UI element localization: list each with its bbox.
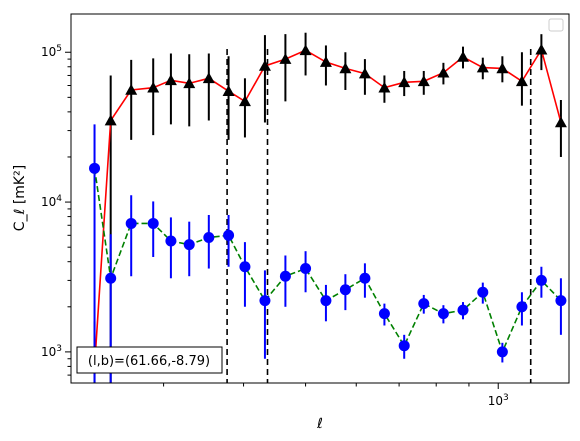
plot-frame — [70, 13, 570, 384]
series-0-marker-12 — [319, 56, 332, 67]
annotation-frame — [76, 346, 223, 374]
series-1-marker-4 — [165, 235, 177, 247]
legend — [548, 18, 564, 32]
series-1-marker-8 — [239, 261, 251, 273]
series-1-marker-7 — [223, 229, 235, 241]
series-1-marker-14 — [359, 272, 371, 284]
series-1 — [89, 124, 567, 383]
series-1-marker-5 — [183, 239, 195, 251]
series-0-marker-5 — [183, 77, 196, 89]
series-0-marker-11 — [299, 44, 312, 56]
series-1-marker-13 — [339, 284, 351, 296]
series-1-marker-23 — [535, 274, 547, 286]
series-0-marker-7 — [222, 85, 235, 96]
series-0-marker-24 — [554, 116, 567, 128]
y-tick-label-10000: 104 — [41, 194, 62, 209]
series-0-marker-19 — [457, 50, 470, 62]
series-1-marker-10 — [279, 270, 291, 282]
annotation-box: (l,b)=(61.66,-8.79) — [76, 346, 223, 374]
series-0-marker-20 — [476, 61, 489, 73]
series-0 — [88, 32, 567, 383]
annotation-text: (l,b)=(61.66,-8.79) — [88, 354, 210, 369]
series-1-marker-17 — [418, 298, 430, 310]
series-1-marker-11 — [300, 263, 312, 275]
series-0-marker-2 — [125, 83, 138, 95]
legend-box — [548, 18, 564, 32]
series-0-marker-16 — [398, 76, 411, 88]
series-1-marker-1 — [105, 272, 117, 284]
series-1-marker-21 — [496, 346, 508, 358]
series-1-marker-12 — [320, 295, 332, 307]
series-1-marker-0 — [89, 162, 101, 174]
series-1-marker-16 — [398, 340, 410, 352]
series-0-marker-6 — [202, 72, 215, 84]
y-axis-label: C_ℓ [mK²] — [12, 165, 28, 231]
series-0-marker-13 — [339, 62, 352, 74]
series-0-marker-22 — [515, 75, 528, 87]
series-0-marker-14 — [358, 67, 371, 79]
x-axis-label: ℓ — [316, 416, 323, 432]
series-1-marker-20 — [477, 286, 489, 298]
series-0-marker-18 — [437, 66, 450, 78]
series-0-marker-4 — [164, 74, 177, 86]
series-0-marker-9 — [258, 59, 271, 71]
series-1-marker-19 — [457, 304, 469, 316]
vertical-dashed-lines — [226, 49, 532, 383]
series-1-marker-2 — [125, 217, 137, 229]
series-0-marker-23 — [535, 43, 548, 55]
series-0-marker-3 — [147, 81, 160, 93]
series-1-marker-6 — [203, 232, 215, 244]
series-1-marker-3 — [147, 217, 159, 229]
series-1-marker-18 — [437, 308, 449, 320]
series-0-marker-1 — [104, 114, 117, 126]
series-0-marker-17 — [417, 75, 430, 87]
series-1-marker-9 — [259, 295, 271, 307]
series-0-marker-15 — [378, 81, 391, 93]
series-1-marker-24 — [555, 295, 567, 307]
series-0-marker-10 — [279, 53, 292, 64]
series-1-marker-22 — [516, 301, 528, 313]
series-1-marker-15 — [378, 308, 390, 320]
y-tick-label-1000: 103 — [41, 344, 62, 359]
series-0-marker-21 — [496, 62, 509, 74]
series-0-marker-8 — [238, 95, 251, 107]
y-tick-label-100000: 105 — [41, 44, 62, 59]
series-layer — [88, 32, 567, 383]
